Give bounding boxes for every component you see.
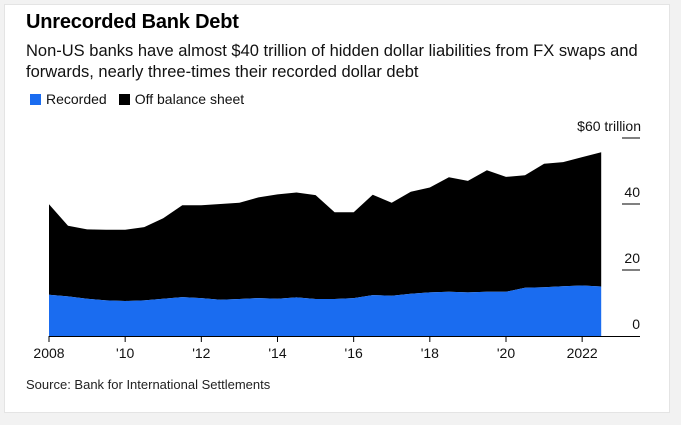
x-tick-label-2010: '10	[116, 345, 134, 361]
legend-label-off-balance-sheet: Off balance sheet	[134, 91, 245, 107]
y-tick-label-0: 0	[632, 316, 640, 332]
x-tick-label-2022: 2022	[567, 345, 598, 361]
x-tick-label-2020: '20	[497, 345, 515, 361]
chart-source: Source: Bank for International Settlemen…	[26, 377, 271, 392]
y-tick-label-60: $60 trillion	[577, 118, 641, 134]
chart-subtitle: Non-US banks have almost $40 trillion of…	[26, 42, 638, 81]
y-tick-label-20: 20	[624, 250, 640, 266]
y-tick-label-40: 40	[624, 184, 640, 200]
chart-legend: Recorded Off balance sheet	[30, 91, 256, 107]
legend-label-recorded: Recorded	[46, 91, 107, 107]
x-tick-label-2016: '16	[345, 345, 363, 361]
legend-item-recorded: Recorded	[30, 91, 107, 107]
legend-swatch-off-balance-sheet	[118, 93, 130, 105]
legend-item-off-balance-sheet: Off balance sheet	[118, 91, 245, 107]
x-tick-label-2008: 2008	[33, 345, 64, 361]
x-tick-label-2018: '18	[421, 345, 439, 361]
area-off-balance-sheet	[49, 152, 602, 301]
legend-swatch-recorded	[30, 93, 41, 105]
x-tick-label-2014: '14	[268, 345, 286, 361]
area-recorded	[49, 285, 602, 336]
x-tick-label-2012: '12	[192, 345, 210, 361]
chart-title: Unrecorded Bank Debt	[26, 11, 239, 33]
